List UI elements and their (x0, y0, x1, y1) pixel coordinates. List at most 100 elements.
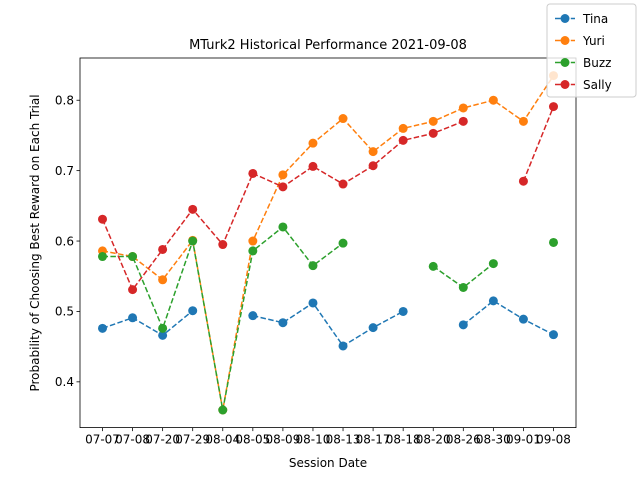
y-axis-label: Probability of Choosing Best Reward on E… (28, 94, 42, 391)
legend-marker (560, 14, 570, 23)
data-point (398, 135, 408, 145)
legend-label: Tina (582, 12, 608, 26)
data-point (518, 116, 528, 126)
data-point (98, 214, 107, 224)
x-tick-label: 07-07 (85, 433, 120, 447)
legend-item: Buzz (555, 56, 611, 70)
x-tick-label: 08-10 (296, 433, 331, 447)
y-tick-label: 0.4 (55, 375, 74, 389)
data-point (278, 318, 288, 328)
data-point (128, 252, 138, 262)
data-point (128, 285, 138, 295)
data-point (248, 236, 258, 246)
data-point (278, 170, 288, 180)
data-point (278, 182, 288, 192)
series-layer (98, 71, 558, 415)
data-point (398, 306, 408, 316)
data-point (549, 102, 558, 112)
legend-item: Sally (555, 78, 612, 92)
data-point (338, 238, 348, 248)
x-tick-label: 08-20 (416, 433, 451, 447)
x-axis-label: Session Date (289, 456, 367, 470)
legend-marker (560, 58, 570, 67)
data-point (248, 311, 258, 321)
x-tick-label: 07-29 (175, 433, 210, 447)
legend-item: Yuri (555, 34, 605, 48)
legend-marker (560, 36, 570, 45)
data-point (368, 323, 378, 333)
plot-background (80, 58, 576, 428)
data-point (248, 246, 258, 256)
x-tick-label: 09-08 (536, 433, 571, 447)
data-point (549, 237, 558, 247)
data-point (398, 123, 408, 133)
data-point (98, 252, 107, 262)
x-tick-label: 07-08 (115, 433, 150, 447)
legend-box (546, 3, 637, 98)
x-tick-label: 08-05 (235, 433, 270, 447)
data-point (488, 296, 498, 306)
legend-item: Tina (555, 12, 608, 26)
data-point (188, 204, 198, 214)
data-point (188, 236, 198, 246)
data-point (308, 161, 318, 171)
series-line (102, 75, 555, 411)
data-point (458, 116, 468, 126)
data-point (218, 240, 228, 250)
y-tick-label: 0.7 (55, 164, 74, 178)
data-point (458, 320, 468, 330)
data-point (338, 341, 348, 351)
data-point (158, 330, 168, 340)
data-point (308, 298, 318, 308)
data-point (308, 138, 318, 148)
data-point (308, 261, 318, 271)
data-point (368, 147, 378, 157)
data-point (188, 306, 198, 316)
data-point (488, 259, 498, 269)
data-point (218, 405, 228, 415)
series-sally (98, 102, 558, 295)
x-tick-label: 09-01 (506, 433, 541, 447)
data-point (518, 176, 528, 186)
x-tick-label: 08-26 (446, 433, 481, 447)
series-line (462, 299, 554, 336)
data-point (428, 261, 438, 271)
data-point (158, 275, 168, 285)
series-line (522, 106, 555, 182)
data-point (338, 114, 348, 124)
y-tick-label: 0.6 (55, 234, 74, 248)
x-tick-label: 08-17 (356, 433, 391, 447)
x-tick-label: 08-04 (205, 433, 240, 447)
legend-label: Yuri (582, 34, 605, 48)
data-point (428, 116, 438, 126)
y-tick-label: 0.5 (55, 305, 74, 319)
data-point (98, 323, 107, 333)
data-point (158, 244, 168, 254)
x-tick-label: 08-09 (265, 433, 300, 447)
legend-label: Buzz (583, 56, 611, 70)
x-tick-label: 07-20 (145, 433, 180, 447)
data-point (278, 222, 288, 232)
plot-frame (79, 57, 577, 429)
data-point (158, 323, 168, 333)
data-point (518, 314, 528, 324)
x-tick-label: 08-18 (386, 433, 421, 447)
series-line (252, 301, 404, 347)
data-point (458, 103, 468, 113)
data-point (488, 95, 498, 105)
x-tick-label: 08-30 (476, 433, 511, 447)
data-point (428, 128, 438, 138)
data-point (549, 330, 558, 340)
data-point (128, 313, 138, 323)
legend-marker (560, 80, 570, 89)
x-tick-label: 08-13 (326, 433, 361, 447)
data-point (368, 161, 378, 171)
data-point (248, 168, 258, 178)
series-line (102, 310, 194, 337)
series-buzz (98, 222, 558, 415)
chart-title: MTurk2 Historical Performance 2021-09-08 (189, 38, 467, 53)
legend-label: Sally (583, 78, 612, 92)
axes-layer: 07-0707-0807-2007-2908-0408-0508-0908-10… (55, 57, 577, 447)
data-point (338, 179, 348, 189)
